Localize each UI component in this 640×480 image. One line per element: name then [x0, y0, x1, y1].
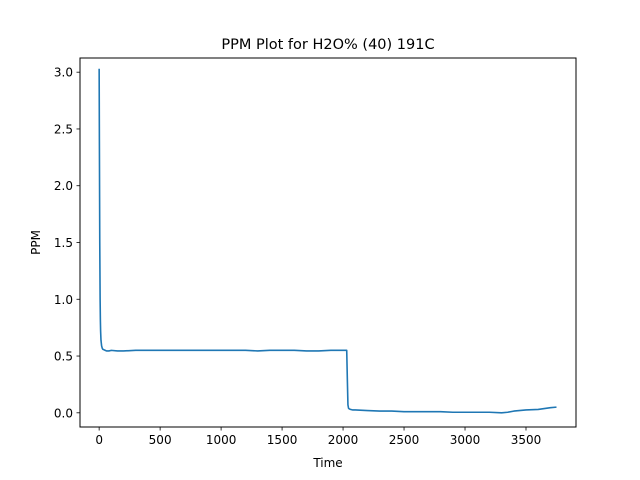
x-tick-label: 3500 — [511, 433, 542, 447]
x-axis-label: Time — [312, 456, 342, 470]
y-tick-label: 1.5 — [54, 236, 73, 250]
y-tick-label: 0.5 — [54, 350, 73, 364]
plot-area — [80, 58, 576, 427]
x-tick-label: 2000 — [328, 433, 359, 447]
x-tick-label: 2500 — [389, 433, 420, 447]
ppm-series-line — [98, 68, 557, 414]
x-tick-label: 3000 — [450, 433, 481, 447]
y-tick-label: 2.0 — [54, 179, 73, 193]
x-tick-label: 1000 — [206, 433, 237, 447]
y-tick-label: 2.5 — [54, 122, 73, 136]
chart-title: PPM Plot for H2O% (40) 191C — [221, 37, 434, 53]
tick-layer: 0 500 1000 1500 2000 2500 3000 3500 0.0 0.5 1.0 1.5… — [54, 66, 541, 447]
y-tick-label: 0.0 — [54, 406, 73, 420]
x-tick-label: 1500 — [267, 433, 298, 447]
y-axis-label: PPM — [29, 230, 43, 255]
y-tick-label: 3.0 — [54, 66, 73, 80]
x-tick-label: 0 — [95, 433, 103, 447]
plot-frame — [79, 57, 577, 428]
x-tick-label: 500 — [149, 433, 172, 447]
line-layer — [98, 68, 557, 414]
y-tick-label: 1.0 — [54, 293, 73, 307]
